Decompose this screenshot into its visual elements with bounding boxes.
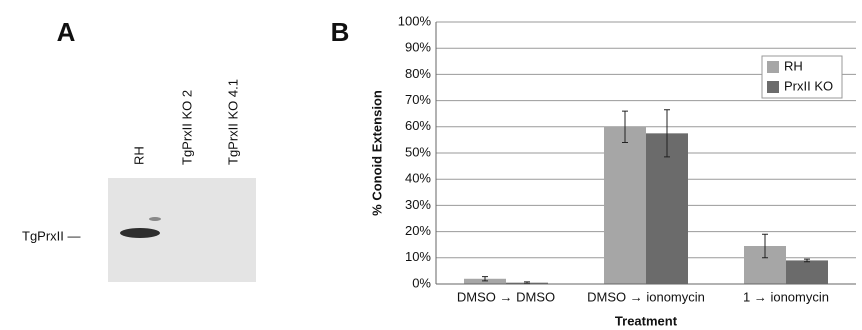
page: {"blot": {"panel_label": "A", "lanes": [… bbox=[0, 0, 862, 330]
x-axis-title: Treatment bbox=[615, 313, 678, 328]
error-bar bbox=[804, 259, 810, 262]
y-tick-label: 30% bbox=[405, 197, 431, 212]
y-tick-label: 0% bbox=[412, 275, 431, 290]
bar bbox=[786, 260, 828, 284]
y-tick-label: 90% bbox=[405, 40, 431, 55]
panel-label: A bbox=[57, 17, 76, 47]
y-axis-title: % Conoid Extension bbox=[369, 90, 384, 216]
lane-label: RH bbox=[131, 146, 146, 165]
bar bbox=[604, 127, 646, 284]
legend-label: RH bbox=[784, 58, 803, 73]
legend-swatch bbox=[767, 61, 779, 73]
y-tick-label: 50% bbox=[405, 144, 431, 159]
y-tick-label: 70% bbox=[405, 92, 431, 107]
panel-label: B bbox=[331, 17, 350, 47]
legend-swatch bbox=[767, 81, 779, 93]
lane-label: TgPrxII KO 2 bbox=[179, 90, 194, 165]
x-tick-label: 1 → ionomycin bbox=[743, 289, 829, 304]
y-tick-label: 60% bbox=[405, 118, 431, 133]
lane-label: TgPrxII KO 4.1 bbox=[225, 79, 240, 165]
y-tick-label: 80% bbox=[405, 66, 431, 81]
y-tick-label: 10% bbox=[405, 249, 431, 264]
y-tick-label: 20% bbox=[405, 223, 431, 238]
x-tick-label: DMSO → DMSO bbox=[457, 289, 555, 304]
legend-label: PrxII KO bbox=[784, 78, 833, 93]
x-tick-label: DMSO → ionomycin bbox=[587, 289, 705, 304]
blot-band bbox=[149, 217, 161, 221]
blot-band bbox=[120, 228, 160, 238]
figure: A TgPrxII — B % Conoid Extension Treatme… bbox=[0, 0, 862, 330]
band-label: TgPrxII — bbox=[22, 228, 81, 243]
y-tick-label: 40% bbox=[405, 171, 431, 186]
y-tick-label: 100% bbox=[398, 13, 432, 28]
